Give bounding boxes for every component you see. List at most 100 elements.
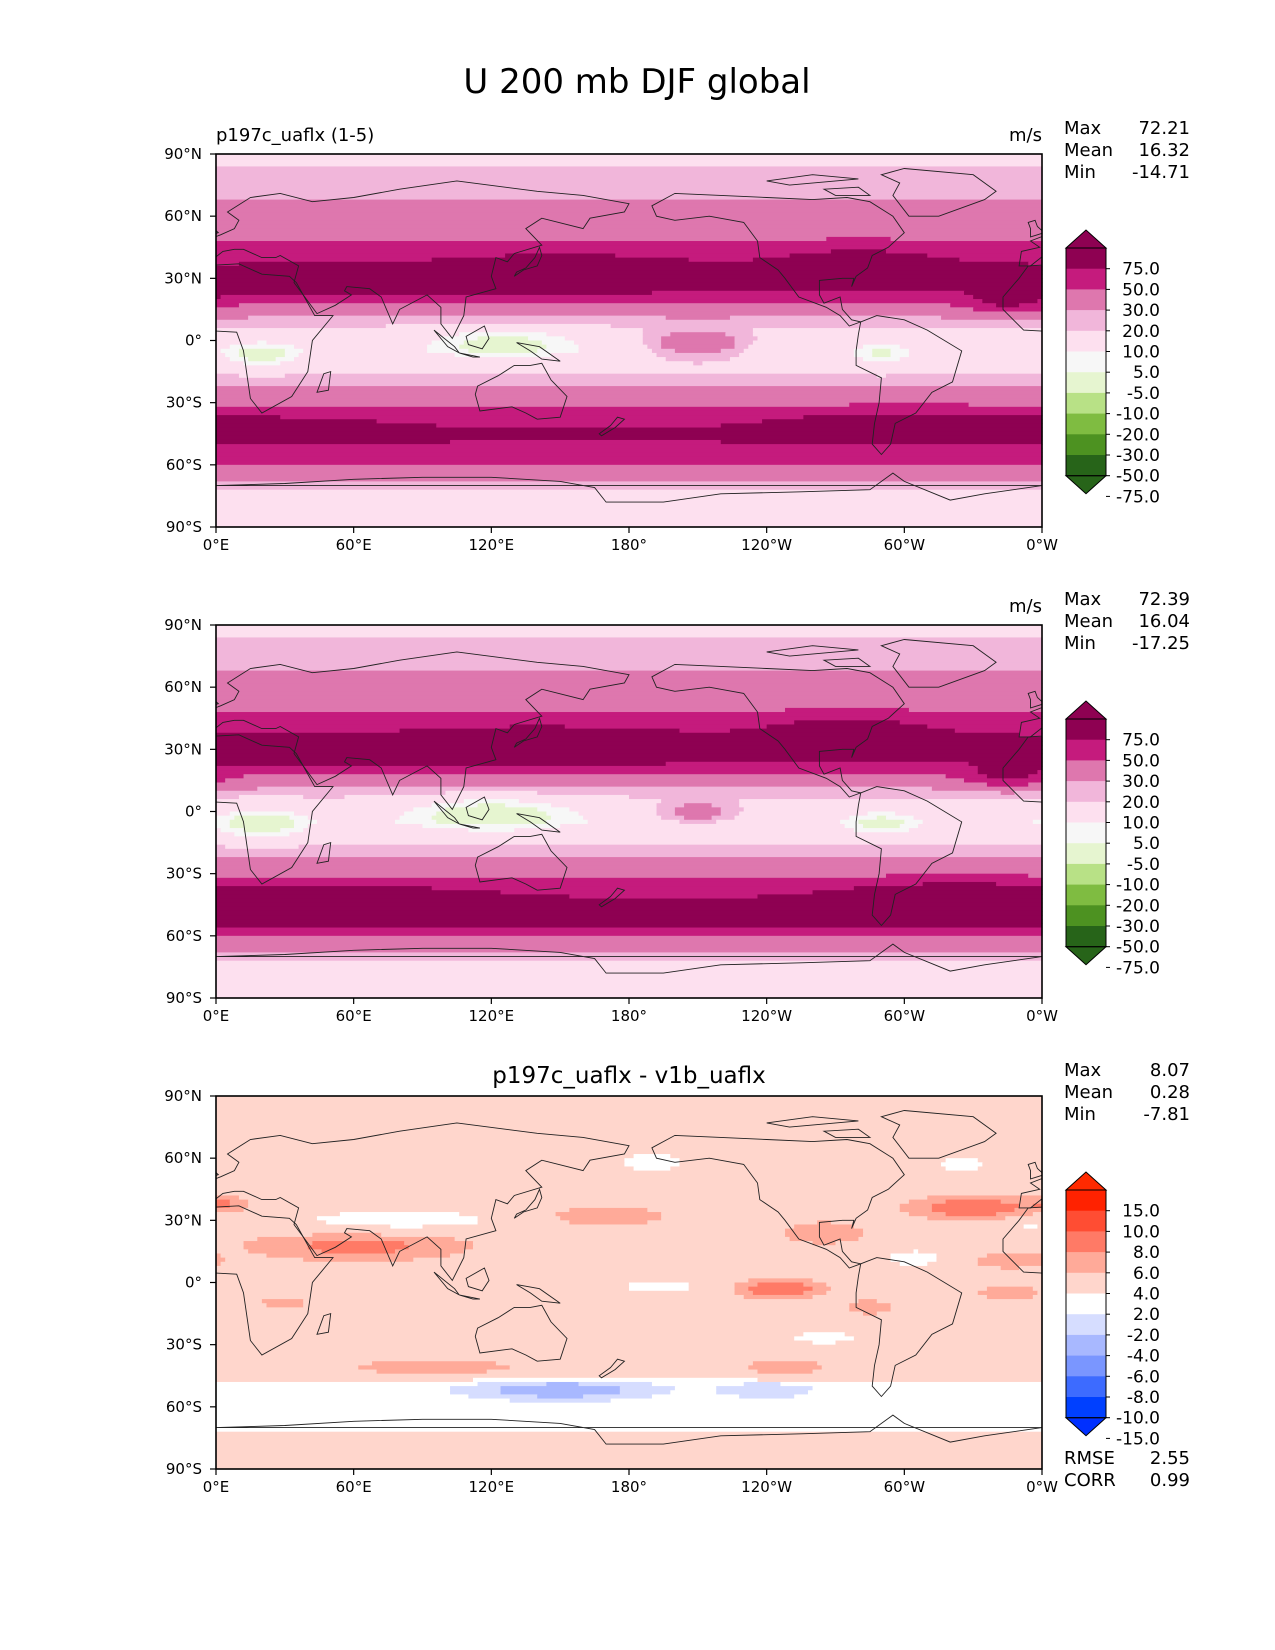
contour-cell [849,1303,892,1308]
contour-cell [220,1253,268,1259]
contour-cell [927,724,1043,730]
contour-cell [564,724,768,730]
contour-cell [216,522,1043,528]
contour-cell [216,699,1043,705]
y-tick-label: 60°S [166,1398,202,1416]
contour-cell [216,757,1043,763]
contour-cell [225,352,240,358]
contour-cell [216,1129,1043,1134]
contour-cell [908,1199,947,1205]
colorbar-label: 8.0 [1133,1243,1160,1263]
contour-cell [890,352,910,358]
stat-value: 72.21 [1138,118,1190,139]
contour-cell [642,332,671,337]
contour-cell [927,1216,1006,1221]
colorbar-segment [1066,268,1106,290]
contour-cell [908,1212,947,1217]
contour-cell [216,952,1043,958]
contour-cell [853,348,873,354]
contour-cell [216,195,1043,201]
contour-cell [794,720,901,726]
contour-cell [216,410,1043,416]
contour-cell [528,336,566,342]
coastline [651,663,905,798]
contour-cell [284,373,878,379]
contour-cell [941,315,1043,321]
contour-cell [973,294,1043,300]
contour-cell [216,1187,1043,1192]
contour-cell [963,290,1043,296]
contour-field [216,154,1043,528]
colorbar-label: -8.0 [1127,1388,1160,1408]
contour-cell [216,1456,1043,1462]
y-tick-label: 60°S [166,927,202,945]
contour-cell [656,803,685,808]
contour-cell [459,332,547,337]
contour-cell [243,1207,570,1213]
contour-cell [895,811,1043,817]
contour-cell [509,1398,612,1404]
contour-cell [863,1228,1043,1234]
contour-cell [216,662,1043,668]
contour-cell [216,666,1043,672]
contour-cell [216,315,249,321]
contour-cell [477,1216,561,1221]
contour-cell [216,790,447,796]
contour-cell [661,336,736,342]
contour-cell [853,1224,1025,1230]
contour-cell [807,1390,1043,1395]
y-tick-label: 60°N [164,678,202,696]
contour-cell [216,898,1043,904]
y-tick-label: 90°S [166,1460,202,1478]
contour-cell [216,732,1020,738]
contour-cell [830,1286,988,1292]
contour-cell [216,510,1043,516]
contour-cell [248,357,277,362]
contour-cell [216,444,1043,449]
contour-cell [569,1207,648,1213]
coastline [1027,690,1042,709]
contour-cell [656,811,676,817]
contour-cell [670,1154,1043,1159]
coastline [316,841,332,864]
contour-cell [752,328,1043,333]
y-tick-label: 0° [185,332,202,350]
contour-cell [216,1398,511,1404]
contour-cell [651,1381,745,1387]
contour-cell [780,1381,1043,1387]
contour-cell [216,1294,745,1300]
contour-cell [216,1323,1043,1329]
stat-value: 8.07 [1150,1060,1190,1081]
panel-test: 0°E 60°E 120°E 180° 120°W 60°W 0°W 90°N 60°N 30°N… [164,118,1190,554]
colorbar-segment [1066,822,1106,844]
contour-cell [885,873,1029,879]
contour-cell [216,224,1043,230]
colorbar-label: -10.0 [1116,405,1160,425]
contour-cell [734,336,759,342]
contour-cell [830,249,887,255]
contour-cell [216,1311,864,1317]
contour-cell [261,1299,304,1304]
colorbar-segment [1066,1272,1106,1294]
contour-cell [216,1423,1043,1429]
contour-cell [908,828,1043,833]
contour-cell [216,514,1043,520]
contour-cell [431,886,855,891]
stat-value: 0.99 [1150,1470,1190,1491]
coastline [216,1172,220,1176]
colorbar-label: 2.0 [1133,1305,1160,1325]
contour-cell [941,1162,983,1168]
colorbar-segment [1066,1190,1106,1212]
contour-cell [674,1386,717,1391]
contour-cell [472,1241,814,1246]
contour-cell [459,344,547,350]
contour-cell [505,803,552,808]
coastline [216,1205,334,1356]
contour-cell [257,1236,456,1242]
colorbar-label: 6.0 [1133,1264,1160,1284]
contour-cell [234,815,291,821]
contour-cell [977,1261,1043,1267]
contour-cell [238,1195,928,1201]
coastline [513,1187,543,1219]
x-tick-label: 0°E [203,1007,230,1025]
